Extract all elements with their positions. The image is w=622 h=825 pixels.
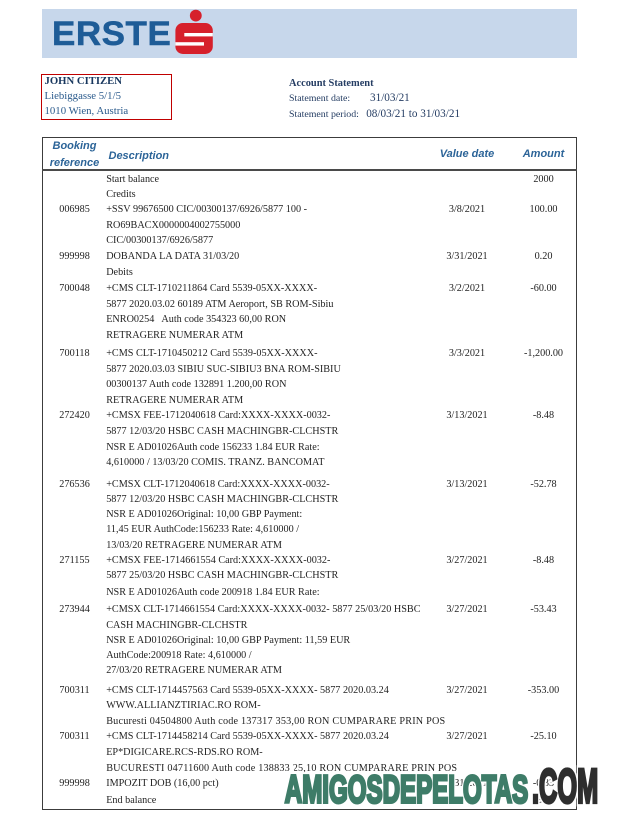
svg-text:.COM: .COM — [532, 760, 598, 814]
svg-text:.COM: .COM — [532, 760, 598, 814]
svg-text:AMIGOSDEPELOTAS: AMIGOSDEPELOTAS — [285, 768, 528, 811]
svg-text:AMIGOSDEPELOTAS: AMIGOSDEPELOTAS — [285, 768, 528, 811]
